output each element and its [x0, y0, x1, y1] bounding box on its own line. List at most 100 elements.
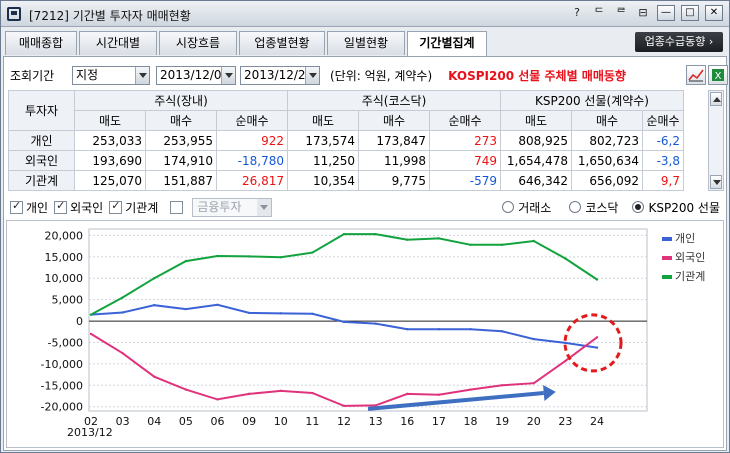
radio-futures[interactable]: KSP200 선물 — [632, 199, 720, 216]
data-point — [406, 392, 409, 396]
tab-sector[interactable]: 업종별현황 — [239, 31, 325, 55]
radio-kosdaq[interactable]: 코스닥 — [569, 199, 618, 216]
data-point — [342, 320, 346, 324]
data-point — [216, 254, 219, 258]
data-point — [564, 341, 567, 345]
y-tick-label: 10,000 — [45, 272, 84, 285]
main-panel: 조회기간 지정 2013/12/01 2013/12/24 (단위: 억원, 계… — [3, 56, 728, 451]
svg-text:X: X — [715, 71, 722, 82]
data-point — [89, 313, 93, 316]
cell: 253,955 — [145, 130, 217, 151]
layout-icon[interactable]: ᄃ — [593, 6, 605, 19]
close-button[interactable]: ✕ — [705, 5, 723, 21]
scroll-down-icon[interactable] — [710, 175, 722, 189]
x-tick-label: 04 — [147, 415, 161, 428]
minimize-button[interactable]: — — [657, 5, 675, 21]
tab-hourly[interactable]: 시간대별 — [79, 31, 157, 55]
excel-icon[interactable]: X — [708, 65, 728, 85]
checkbox-icon[interactable] — [170, 200, 184, 214]
radio-label: 코스닥 — [585, 200, 619, 215]
data-point — [247, 311, 251, 315]
check-individual[interactable]: 개인 — [10, 199, 48, 216]
maximize-button[interactable]: □ — [681, 5, 699, 21]
annotation-circle — [563, 313, 623, 373]
radio-label: KSP200 선물 — [648, 200, 720, 215]
table-row[interactable]: 개인 253,033 253,955 922 173,574 173,847 2… — [8, 130, 684, 151]
y-tick-label: 5,000 — [52, 294, 84, 307]
data-point — [437, 393, 441, 396]
data-point — [406, 238, 409, 241]
tab-market-flow[interactable]: 시장흐름 — [159, 31, 237, 55]
cell: -579 — [429, 170, 501, 191]
tab-bar: 매매종합 시간대별 시장흐름 업종별현황 일별현황 기간별집계 — [5, 31, 489, 56]
table-row[interactable]: 기관계 125,070 151,887 26,817 10,354 9,775 … — [8, 170, 684, 191]
chevron-down-icon[interactable] — [135, 66, 149, 84]
data-point — [311, 312, 314, 315]
data-point — [279, 256, 282, 259]
col-net: 순매수 — [642, 110, 684, 131]
data-point — [437, 328, 441, 331]
data-point — [532, 381, 535, 385]
query-row: 조회기간 지정 2013/12/01 2013/12/24 (단위: 억원, 계… — [10, 65, 626, 85]
checkbox-icon[interactable] — [54, 199, 68, 214]
radio-exchange[interactable]: 거래소 — [502, 199, 551, 216]
x-tick-label: 11 — [305, 415, 319, 428]
x-tick-label: 02 — [84, 415, 98, 428]
y-tick-label: 20,000 — [45, 229, 84, 242]
cell: -6,2 — [642, 130, 684, 151]
row-label: 외국인 — [8, 150, 75, 171]
cell: 646,342 — [500, 170, 572, 191]
option-icon[interactable]: ⊟ — [638, 6, 648, 19]
tool-icon[interactable]: ᄅ — [615, 6, 627, 19]
mode-select[interactable]: 지정 — [72, 65, 150, 85]
table-row[interactable]: 외국인 193,690 174,910 -18,780 11,250 11,99… — [8, 150, 684, 171]
fin-investment-select[interactable]: 금융투자 — [192, 197, 273, 217]
x-tick-label: 06 — [211, 415, 225, 428]
x-tick-label: 13 — [369, 415, 383, 428]
end-date-picker[interactable]: 2013/12/24 — [240, 65, 320, 85]
x-tick-label: 03 — [116, 415, 130, 428]
data-point — [247, 392, 251, 396]
cell: 808,925 — [500, 130, 572, 151]
data-point — [595, 336, 599, 339]
x-tick-label: 16 — [400, 415, 414, 428]
chevron-down-icon[interactable] — [221, 66, 235, 84]
chevron-down-icon[interactable] — [257, 198, 272, 216]
check-institution[interactable]: 기관계 — [109, 199, 158, 216]
row-label: 기관계 — [8, 170, 75, 191]
data-point — [564, 359, 567, 363]
radio-icon[interactable] — [502, 201, 515, 213]
data-point — [374, 322, 377, 325]
data-point — [500, 330, 504, 333]
start-date-picker[interactable]: 2013/12/01 — [156, 65, 236, 85]
check-fin-investment[interactable] — [170, 200, 186, 214]
tab-period-summary[interactable]: 기간별집계 — [407, 31, 487, 56]
unit-label: (단위: 억원, 계약수) — [330, 68, 433, 83]
data-point — [153, 304, 156, 307]
checkbox-icon[interactable] — [10, 199, 23, 214]
chart-icon[interactable] — [686, 65, 706, 85]
scroll-up-icon[interactable] — [710, 92, 722, 106]
cell: 151,887 — [145, 170, 217, 191]
radio-icon[interactable] — [632, 201, 645, 213]
checkbox-icon[interactable] — [109, 199, 123, 214]
row-label: 개인 — [8, 130, 75, 151]
radio-icon[interactable] — [569, 201, 582, 213]
tab-daily[interactable]: 일별현황 — [327, 31, 405, 55]
x-tick-label: 05 — [179, 415, 193, 428]
market-radio-group: 거래소 코스닥 KSP200 선물 — [484, 197, 720, 217]
x-tick-label: 09 — [242, 415, 256, 428]
sector-flow-button[interactable]: 업종수급동향 › — [635, 32, 723, 52]
chevron-down-icon[interactable] — [305, 66, 319, 84]
col-buy: 매수 — [358, 110, 430, 131]
col-sell: 매도 — [74, 110, 146, 131]
tab-summary[interactable]: 매매종합 — [5, 31, 77, 55]
check-label: 외국인 — [70, 200, 104, 215]
cell: 9,7 — [642, 170, 684, 191]
help-icon[interactable]: ? — [574, 6, 580, 19]
check-foreign[interactable]: 외국인 — [54, 199, 103, 216]
cell: 802,723 — [571, 130, 643, 151]
window-controls: ? ᄃ ᄅ ⊟ — □ ✕ — [569, 5, 723, 21]
table-scrollbar[interactable] — [708, 90, 724, 191]
legend-label: 개인 — [675, 232, 695, 245]
